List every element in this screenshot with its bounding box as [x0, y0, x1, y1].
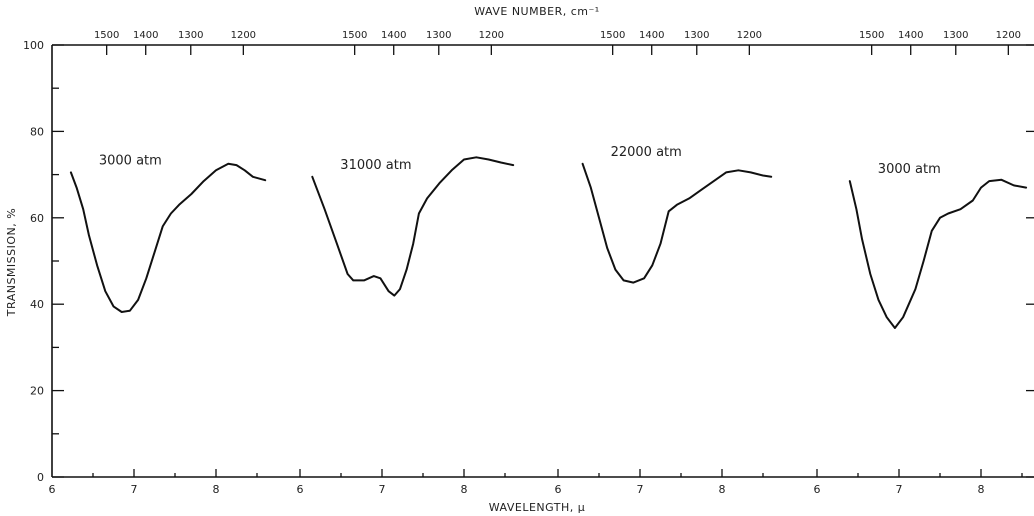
top-tick-label: 1200	[737, 30, 762, 41]
top-tick-label: 1400	[898, 30, 923, 41]
pressure-label: 3000 atm	[99, 153, 162, 168]
y-tick-label: 0	[37, 471, 44, 484]
x-tick-label: 8	[461, 483, 468, 496]
top-tick-label: 1500	[859, 30, 884, 41]
top-tick-label: 1400	[639, 30, 664, 41]
x-tick-label: 6	[49, 483, 56, 496]
spectrum-panel: 6 7 8 1500 1400 1300 1200 22000 atm	[555, 30, 773, 496]
transmission-curve	[848, 178, 1028, 329]
spectra-panels: 6 7 8 1500 1400 1300 1200 3000 atm 6 7 8 1500 1400 13…	[49, 30, 1028, 496]
top-tick-label: 1300	[943, 30, 968, 41]
x-tick-label: 8	[213, 483, 220, 496]
x-tick-label: 7	[379, 483, 386, 496]
top-tick-label: 1500	[600, 30, 625, 41]
top-tick-label: 1200	[231, 30, 256, 41]
wave-number-axis-title: WAVE NUMBER, cm⁻¹	[474, 5, 599, 18]
top-tick-label: 1500	[342, 30, 367, 41]
y-tick-label: 100	[23, 39, 44, 52]
top-tick-label: 1300	[178, 30, 203, 41]
transmission-curve	[69, 162, 267, 313]
transmission-curve	[311, 156, 515, 297]
chart-frame	[51, 44, 1034, 478]
x-tick-label: 7	[637, 483, 644, 496]
top-tick-label: 1200	[996, 30, 1021, 41]
transmission-axis-title: TRANSMISSION, %	[5, 208, 18, 317]
top-tick-label: 1300	[426, 30, 451, 41]
x-tick-label: 6	[297, 483, 304, 496]
top-tick-label: 1200	[479, 30, 504, 41]
pressure-label: 22000 atm	[611, 145, 682, 160]
top-tick-label: 1500	[94, 30, 119, 41]
top-tick-label: 1400	[381, 30, 406, 41]
y-axis: 0 20 40 60 80 100	[23, 39, 1034, 484]
wavelength-axis-title: WAVELENGTH, μ	[489, 501, 586, 514]
pressure-label: 31000 atm	[340, 158, 411, 173]
x-tick-label: 7	[896, 483, 903, 496]
x-tick-label: 6	[814, 483, 821, 496]
spectrum-panel: 6 7 8 1500 1400 1300 1200 31000 atm	[297, 30, 515, 496]
top-tick-label: 1300	[684, 30, 709, 41]
x-tick-label: 8	[719, 483, 726, 496]
x-tick-label: 6	[555, 483, 562, 496]
y-tick-label: 20	[30, 385, 44, 398]
spectrum-panel: 6 7 8 1500 1400 1300 1200 3000 atm	[49, 30, 267, 496]
y-tick-label: 80	[30, 125, 44, 138]
transmission-curve	[581, 162, 773, 284]
x-tick-label: 7	[131, 483, 138, 496]
top-tick-label: 1400	[133, 30, 158, 41]
pressure-label: 3000 atm	[878, 162, 941, 177]
y-tick-label: 60	[30, 212, 44, 225]
y-tick-label: 40	[30, 298, 44, 311]
spectrum-panel: 6 7 8 1500 1400 1300 1200 3000 atm	[814, 30, 1028, 496]
x-tick-label: 8	[978, 483, 985, 496]
